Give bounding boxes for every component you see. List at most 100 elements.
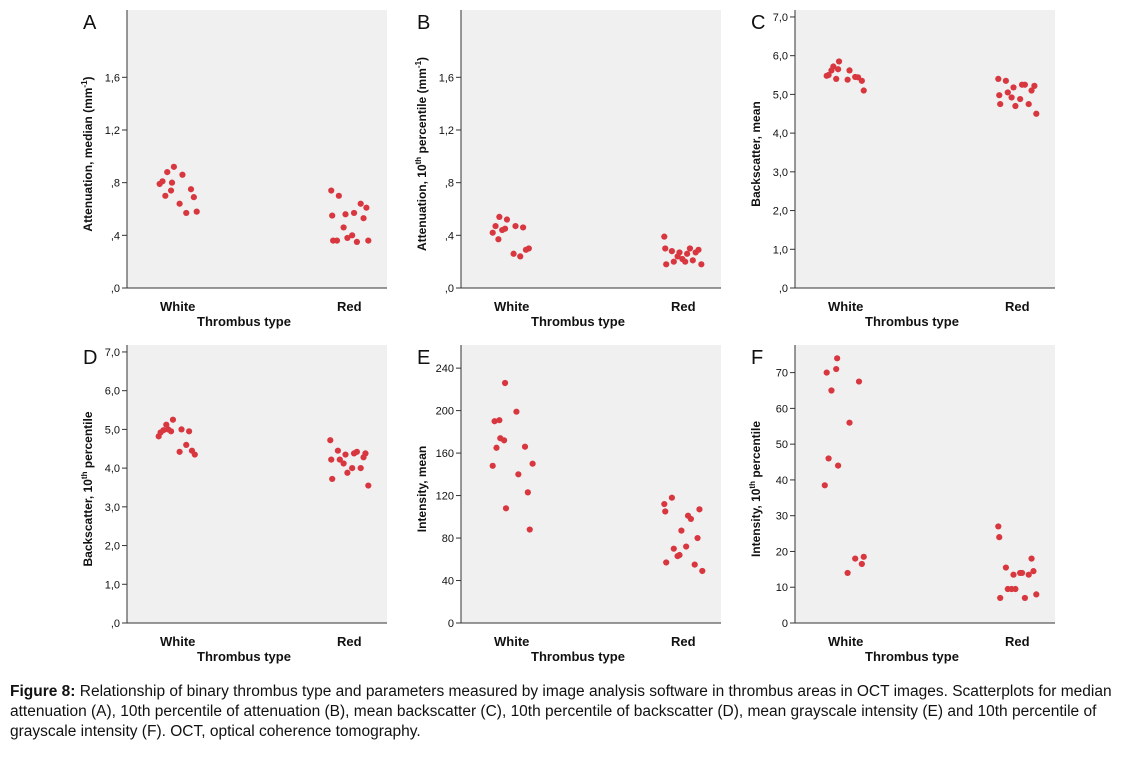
x-axis-title: Thrombus type bbox=[531, 649, 625, 664]
data-point bbox=[821, 482, 828, 489]
data-point bbox=[365, 237, 372, 244]
data-point bbox=[329, 475, 336, 483]
data-point bbox=[689, 257, 696, 264]
data-point bbox=[191, 451, 198, 458]
y-tick-label: ,4 bbox=[111, 230, 120, 242]
data-point bbox=[1010, 571, 1017, 578]
data-point bbox=[179, 171, 186, 178]
y-tick-label: 160 bbox=[436, 448, 454, 460]
y-axis-title-part: Attenuation, median (mm bbox=[81, 88, 95, 232]
data-point bbox=[183, 441, 190, 448]
plot-background bbox=[127, 10, 387, 288]
data-point bbox=[170, 163, 177, 170]
data-point bbox=[995, 523, 1002, 530]
data-point bbox=[1012, 102, 1019, 110]
data-point bbox=[1010, 84, 1017, 91]
y-axis-title-part: percentile (mm bbox=[415, 68, 429, 157]
caption-label: Figure 8: bbox=[10, 683, 76, 700]
panel-letter: F bbox=[751, 347, 763, 369]
x-category-label: White bbox=[160, 299, 195, 314]
data-point bbox=[512, 223, 519, 230]
plot-background bbox=[461, 10, 721, 288]
chart-panel-d: ,0 1,0 2,0 3,0 4,0 5,0 6,0 7,0 White Red Thrombus … bbox=[80, 345, 387, 664]
data-point bbox=[835, 58, 843, 65]
data-point bbox=[164, 169, 171, 176]
data-point bbox=[1033, 110, 1040, 117]
data-point bbox=[162, 192, 169, 199]
y-tick-label: 60 bbox=[776, 403, 788, 415]
data-point bbox=[363, 204, 370, 211]
y-tick-label: 30 bbox=[776, 511, 788, 523]
data-point bbox=[1021, 594, 1028, 602]
data-point bbox=[670, 258, 677, 265]
y-axis-title: Attenuation, 10th percentile (mm-1) bbox=[414, 57, 429, 251]
data-point bbox=[183, 209, 190, 217]
data-point bbox=[492, 223, 499, 230]
data-point bbox=[676, 249, 683, 256]
data-point bbox=[344, 234, 351, 242]
x-category-label: White bbox=[494, 299, 529, 314]
data-point bbox=[491, 418, 498, 425]
data-point bbox=[169, 416, 177, 423]
x-category-label: White bbox=[828, 634, 863, 649]
x-category-label: White bbox=[494, 634, 529, 649]
data-point bbox=[687, 515, 695, 523]
data-point bbox=[695, 246, 702, 253]
data-point bbox=[349, 232, 356, 239]
data-point bbox=[1017, 95, 1024, 103]
y-axis-title: Backscatter, mean bbox=[749, 101, 763, 206]
y-tick-label: ,4 bbox=[445, 230, 454, 242]
y-axis-title-part: -1 bbox=[414, 60, 423, 68]
figure-scatterplots: ,0 ,4 ,8 1,2 1,6 White Red Thrombus type A Attenu… bbox=[80, 10, 1055, 664]
y-tick-label: 50 bbox=[776, 439, 788, 451]
data-point bbox=[1018, 569, 1026, 577]
y-tick-label: ,0 bbox=[111, 283, 120, 295]
y-axis-title-part: th bbox=[80, 471, 89, 479]
data-point bbox=[1025, 100, 1032, 108]
y-tick-label: ,8 bbox=[445, 178, 454, 190]
data-point bbox=[1012, 585, 1019, 593]
y-tick-label: 4,0 bbox=[773, 128, 788, 140]
data-point bbox=[678, 527, 685, 534]
data-point bbox=[1025, 571, 1032, 578]
data-point bbox=[682, 258, 689, 265]
data-point bbox=[525, 245, 532, 252]
y-tick-label: 0 bbox=[782, 618, 788, 630]
data-point bbox=[696, 506, 703, 513]
data-point bbox=[858, 77, 865, 84]
data-point bbox=[336, 456, 343, 463]
y-axis-title-part: percentile bbox=[749, 421, 763, 481]
y-tick-label: 1,0 bbox=[773, 244, 788, 256]
panel-letter: D bbox=[83, 347, 97, 369]
data-point bbox=[996, 534, 1003, 541]
data-point bbox=[661, 500, 668, 508]
x-category-label: Red bbox=[1005, 634, 1030, 649]
data-point bbox=[694, 534, 701, 542]
data-point bbox=[496, 213, 503, 220]
data-point bbox=[163, 421, 170, 428]
y-tick-label: 240 bbox=[436, 363, 454, 375]
data-point bbox=[830, 63, 837, 70]
data-point bbox=[997, 100, 1004, 108]
data-point bbox=[995, 75, 1002, 83]
data-point bbox=[1004, 89, 1011, 96]
data-point bbox=[858, 560, 865, 568]
x-axis-title: Thrombus type bbox=[197, 649, 291, 664]
y-axis-title-part: ) bbox=[415, 57, 429, 61]
y-tick-label: 6,0 bbox=[105, 386, 120, 398]
y-tick-label: 40 bbox=[776, 475, 788, 487]
data-point bbox=[349, 465, 356, 472]
data-point bbox=[353, 448, 360, 455]
y-tick-label: 1,2 bbox=[439, 125, 454, 137]
y-tick-label: 7,0 bbox=[773, 12, 788, 24]
data-point bbox=[176, 448, 183, 455]
data-point bbox=[844, 569, 851, 577]
y-tick-label: 3,0 bbox=[105, 502, 120, 514]
y-tick-label: 6,0 bbox=[773, 51, 788, 63]
data-point bbox=[168, 179, 176, 186]
data-point bbox=[662, 508, 669, 515]
data-point bbox=[489, 229, 496, 236]
data-point bbox=[335, 192, 342, 199]
data-point bbox=[1028, 555, 1035, 562]
data-point bbox=[342, 211, 349, 218]
